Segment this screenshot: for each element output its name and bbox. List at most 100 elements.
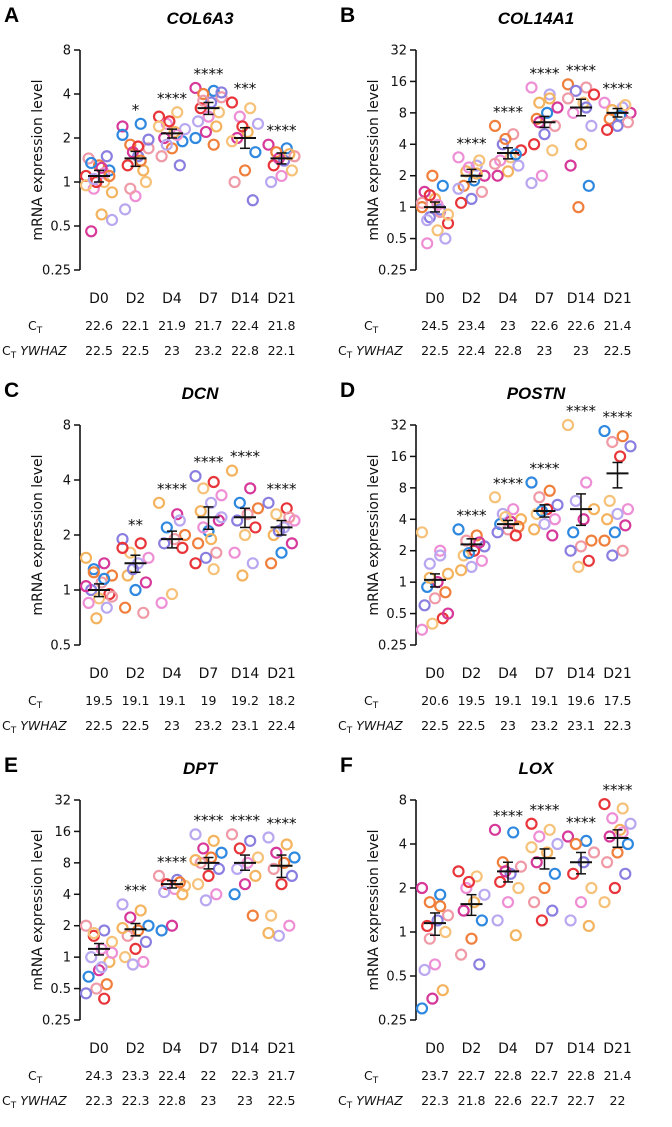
data-point <box>212 862 225 876</box>
data-point <box>551 101 564 114</box>
data-point <box>598 797 611 811</box>
data-point <box>236 120 249 133</box>
data-point <box>488 157 502 170</box>
data-point <box>415 526 429 539</box>
y-tick-label: 2 <box>63 132 71 147</box>
x-tick-label: D0 <box>89 666 109 682</box>
y-tick-label: 0.25 <box>378 639 407 654</box>
ct-value: 22.4 <box>158 1068 186 1083</box>
x-tick-label: D14 <box>231 666 260 682</box>
data-point <box>431 224 444 237</box>
data-point <box>606 435 619 449</box>
data-point <box>275 169 288 183</box>
data-point <box>233 842 246 855</box>
ct-row-label: CT <box>28 1068 43 1086</box>
data-point <box>267 862 280 876</box>
data-point <box>452 182 465 195</box>
x-tick-label: D4 <box>162 1041 182 1057</box>
data-point <box>205 532 218 546</box>
data-point <box>423 211 436 224</box>
data-point <box>116 532 129 546</box>
data-point <box>251 851 265 864</box>
ct-value: 22.6 <box>85 318 113 333</box>
data-point <box>478 888 491 901</box>
significance-marker: **** <box>267 814 298 832</box>
ct-ywhaz-row-label: CT YWHAZ <box>338 1093 403 1111</box>
significance-marker: **** <box>530 460 561 478</box>
ct-ywhaz-row-label: CT YWHAZ <box>2 718 67 736</box>
data-point <box>100 150 113 163</box>
data-point <box>116 541 129 554</box>
y-tick-label: 0.25 <box>378 1014 407 1029</box>
data-point <box>85 225 98 238</box>
x-tick-label: D0 <box>425 1041 445 1057</box>
y-tick-label: 4 <box>399 838 407 853</box>
ct-value: 22.4 <box>231 318 259 333</box>
data-point <box>189 557 202 570</box>
data-point <box>105 946 119 959</box>
data-point <box>564 159 577 172</box>
x-tick-label: D7 <box>199 666 219 682</box>
x-tick-label: D4 <box>498 1041 518 1057</box>
ct-ywhaz-value: 22.4 <box>458 343 486 358</box>
data-point <box>465 192 478 205</box>
data-point <box>90 982 103 995</box>
y-tick-label: 1 <box>63 951 71 966</box>
x-tick-label: D2 <box>462 1041 482 1057</box>
data-point <box>134 117 147 130</box>
data-point <box>457 904 470 917</box>
data-point <box>533 96 546 109</box>
data-point <box>244 834 257 847</box>
data-point <box>134 904 147 917</box>
y-tick-label: 1 <box>399 576 407 591</box>
ct-ywhaz-value: 22.3 <box>122 1093 150 1108</box>
data-point <box>207 563 220 576</box>
data-point <box>418 963 431 977</box>
data-point <box>231 514 244 527</box>
significance-marker: **** <box>157 480 188 498</box>
data-point <box>197 842 210 855</box>
gene-title: DPT <box>183 759 219 778</box>
data-point <box>601 856 614 869</box>
data-point <box>439 586 452 599</box>
data-point <box>564 914 577 927</box>
y-axis-label: mRNA expression level <box>30 79 46 240</box>
data-point <box>535 169 548 182</box>
ct-value: 19.2 <box>231 693 259 708</box>
significance-marker: **** <box>194 811 225 829</box>
data-point <box>238 528 252 542</box>
data-point <box>546 529 559 542</box>
data-point <box>225 828 239 841</box>
data-point <box>499 132 512 146</box>
y-tick-label: 4 <box>63 474 71 489</box>
data-point <box>225 135 239 148</box>
x-tick-label: D7 <box>535 666 555 682</box>
data-point <box>134 537 147 550</box>
data-point <box>551 837 564 851</box>
x-tick-label: D7 <box>199 291 219 307</box>
data-point <box>265 557 278 570</box>
ct-ywhaz-value: 23.2 <box>195 718 223 733</box>
data-point <box>582 179 595 192</box>
x-tick-label: D2 <box>126 291 146 307</box>
data-point <box>280 142 293 155</box>
chart-E: E DPT mRNA expression level 0.25 0.5 1 2 4 8 16 32… <box>2 754 301 1111</box>
ct-value: 22.6 <box>567 318 595 333</box>
data-point <box>616 826 629 839</box>
data-point <box>233 496 246 509</box>
x-tick-label: D0 <box>89 1041 109 1057</box>
data-point <box>426 169 439 182</box>
data-point <box>118 601 132 614</box>
data-point <box>265 909 278 922</box>
data-point <box>95 208 108 221</box>
data-point <box>262 926 275 940</box>
significance-marker: **** <box>194 453 225 471</box>
y-tick-label: 2 <box>63 529 71 544</box>
data-point <box>197 482 210 495</box>
data-point <box>512 881 525 895</box>
data-point <box>272 525 285 538</box>
x-tick-label: D2 <box>462 666 482 682</box>
data-point <box>270 146 283 159</box>
data-point <box>441 909 455 922</box>
data-point <box>246 557 259 570</box>
